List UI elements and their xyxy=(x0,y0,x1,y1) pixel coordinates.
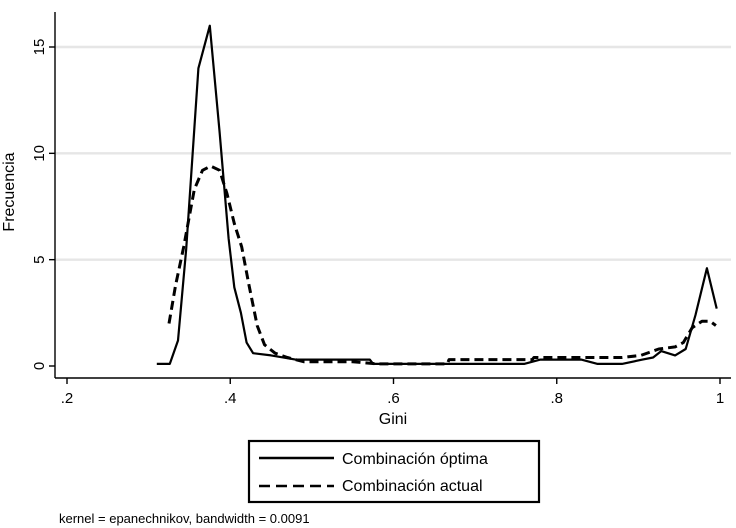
y-tick-label-3: 15 xyxy=(31,39,48,56)
y-tick-label-0: 0 xyxy=(31,362,48,370)
legend-box xyxy=(247,439,541,504)
x-tick-label-4: 1 xyxy=(716,390,724,407)
y-tick-label-1: 5 xyxy=(31,255,48,263)
series-line-actual xyxy=(167,164,717,366)
kernel-note: kernel = epanechnikov, bandwidth = 0.009… xyxy=(59,511,310,526)
legend-label-actual: Combinación actual xyxy=(342,478,483,495)
x-tick-label-3: .8 xyxy=(550,390,563,407)
series-lines xyxy=(156,24,718,366)
x-axis-title: Gini xyxy=(379,411,407,428)
ticks: 0 5 10 15 .2 .4 .6 .8 1 xyxy=(31,39,724,407)
legend-label-optima: Combinación óptima xyxy=(342,451,488,468)
y-axis-title: Frecuencia xyxy=(1,152,18,231)
legend: Combinación óptima Combinación actual xyxy=(247,439,541,504)
series-line-optima xyxy=(156,24,718,365)
x-tick-label-2: .6 xyxy=(387,390,400,407)
x-tick-label-0: .2 xyxy=(61,390,74,407)
x-tick-label-1: .4 xyxy=(224,390,237,407)
gridlines xyxy=(55,45,731,261)
y-tick-label-2: 10 xyxy=(31,145,48,162)
